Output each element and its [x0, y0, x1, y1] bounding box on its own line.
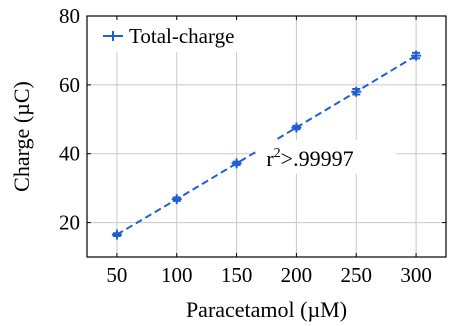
series-line-0 [116, 54, 417, 236]
data-point-0-1 [171, 194, 182, 205]
annotation-rest: >.99997 [281, 146, 354, 171]
y-tick-label-2: 60 [59, 73, 80, 97]
annotation-text: r2>.99997 [266, 146, 353, 171]
legend-marker [108, 31, 118, 41]
data-point-0-2 [231, 158, 242, 169]
x-tick-label-1: 100 [161, 263, 193, 287]
y-tick-label-0: 20 [59, 211, 80, 235]
annotation-superscript: 2 [274, 146, 281, 161]
x-tick-label-4: 250 [341, 263, 373, 287]
series-layer [111, 50, 422, 240]
y-tick-label-1: 40 [59, 142, 80, 166]
data-point-0-5 [411, 50, 422, 61]
data-point-0-4 [351, 86, 362, 97]
legend: Total-charge [93, 20, 263, 52]
x-tick-label-5: 300 [400, 263, 432, 287]
legend-label: Total-charge [129, 24, 234, 48]
r-squared-annotation: r2>.99997 [256, 140, 397, 175]
y-axis-title: Charge (µC) [9, 81, 34, 192]
data-point-0-3 [291, 122, 302, 133]
annotation-box [256, 140, 397, 175]
y-tick-label-3: 80 [59, 4, 80, 28]
x-tick-label-3: 200 [281, 263, 313, 287]
ticks: 50 100 150 200 250 300 20 40 60 80 [59, 4, 446, 287]
x-tick-label-0: 50 [106, 263, 127, 287]
x-axis-title: Paracetamol (µM) [186, 297, 347, 322]
x-tick-label-2: 150 [221, 263, 253, 287]
plot-frame [86, 15, 447, 258]
data-point-0-0 [111, 229, 122, 240]
annotation-base: r [266, 146, 274, 171]
